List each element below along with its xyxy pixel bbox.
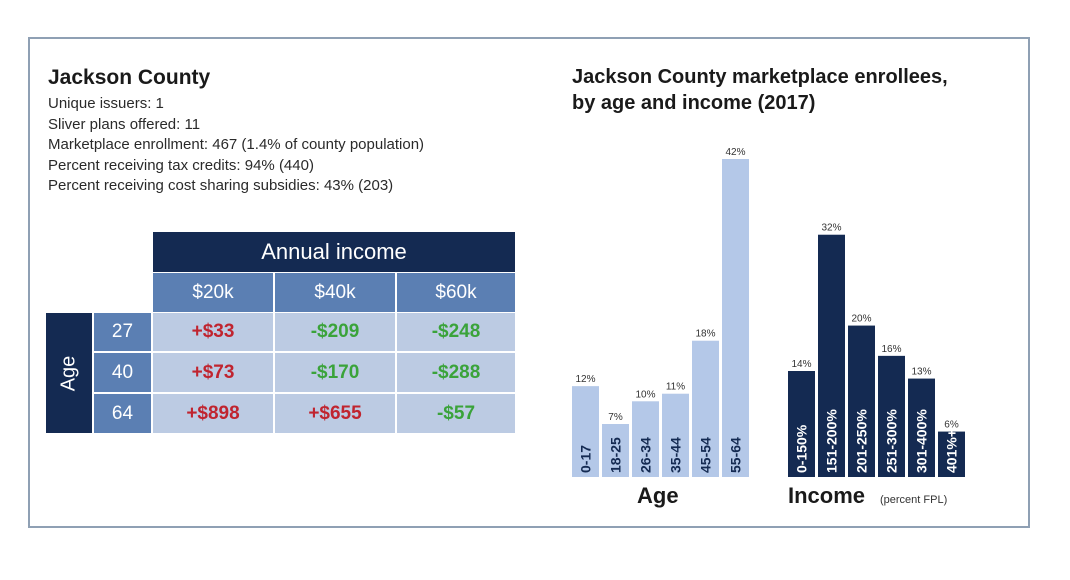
age-bar-18-25	[602, 424, 629, 477]
age-bar-value-label: 42%	[725, 147, 745, 158]
income-bar-value-label: 20%	[851, 314, 871, 325]
stat-cost-sharing: Percent receiving cost sharing subsidies…	[48, 177, 394, 194]
age-category-label: 18-25	[608, 437, 624, 473]
age-category-label: 0-17	[578, 445, 594, 473]
age-bar-35-44	[662, 393, 689, 477]
income-category-label: 401%+	[944, 429, 960, 473]
table-cell-40-20k: +$73	[153, 353, 273, 392]
income-axis-subtitle: (percent FPL)	[880, 494, 947, 506]
income-bar-401%+	[938, 431, 965, 477]
age-bar-55-64	[722, 159, 749, 477]
income-bar-value-label: 6%	[944, 420, 959, 431]
income-bar-301-400%	[908, 378, 935, 477]
income-category-label: 251-300%	[884, 409, 900, 473]
table-cell-64-60k: -$57	[397, 394, 515, 433]
table-cell-64-40k: +$655	[275, 394, 395, 433]
stat-unique-issuers: Unique issuers: 1	[48, 95, 164, 112]
table-cell-40-40k: -$170	[275, 353, 395, 392]
age-side-header: Age	[46, 313, 92, 433]
stat-plans-offered: Sliver plans offered: 11	[48, 115, 201, 133]
chart-title-line-1: Jackson County marketplace enrollees,	[572, 66, 948, 88]
income-bar-value-label: 14%	[791, 359, 811, 370]
age-row-64: 64	[94, 394, 151, 433]
age-bar-value-label: 18%	[695, 329, 715, 340]
age-row-40: 40	[94, 353, 151, 392]
income-bar-201-250%	[848, 325, 875, 477]
age-category-label: 55-64	[728, 437, 744, 473]
age-bar-value-label: 12%	[575, 374, 595, 385]
age-bar-26-34	[632, 401, 659, 477]
table-cell-27-40k: -$209	[275, 313, 395, 351]
age-axis-title: Age	[637, 483, 679, 508]
table-cell-27-20k: +$33	[153, 313, 273, 351]
chart-title: Jackson County marketplace enrollees, by…	[572, 64, 948, 116]
income-axis-title: Income	[788, 483, 865, 508]
chart-title-line-2: by age and income (2017)	[572, 92, 816, 114]
income-bar-value-label: 32%	[821, 223, 841, 234]
table-cell-27-60k: -$248	[397, 313, 515, 351]
age-bar-value-label: 11%	[666, 382, 685, 393]
stat-enrollment: Marketplace enrollment: 467 (1.4% of cou…	[48, 136, 425, 153]
county-stats: Unique issuers: 1 Sliver plans offered: …	[48, 94, 424, 197]
income-category-label: 201-250%	[854, 409, 870, 473]
stat-tax-credits: Percent receiving tax credits: 94% (440)	[48, 156, 314, 174]
income-header-20k: $20k	[153, 273, 273, 312]
age-bar-0-17	[572, 386, 599, 477]
income-bar-value-label: 16%	[881, 344, 901, 355]
age-bar-45-54	[692, 340, 719, 477]
age-bar-value-label: 7%	[608, 412, 623, 423]
table-cell-40-60k: -$288	[397, 353, 515, 392]
age-category-label: 35-44	[668, 437, 684, 473]
annual-income-header: Annual income	[153, 232, 515, 272]
income-category-label: 301-400%	[914, 409, 930, 473]
income-category-label: 0-150%	[794, 424, 810, 473]
age-category-label: 26-34	[638, 437, 654, 473]
county-title: Jackson County	[48, 66, 211, 89]
age-bar-value-label: 10%	[635, 389, 655, 400]
income-bar-value-label: 13%	[911, 367, 931, 378]
income-category-label: 151-200%	[824, 409, 840, 473]
income-bar-151-200%	[818, 234, 845, 477]
income-header-40k: $40k	[275, 273, 395, 312]
income-bar-251-300%	[878, 355, 905, 477]
age-row-27: 27	[94, 313, 151, 351]
income-header-60k: $60k	[397, 273, 515, 312]
table-cell-64-20k: +$898	[153, 394, 273, 433]
age-category-label: 45-54	[698, 437, 714, 473]
income-bar-0-150%	[788, 371, 815, 477]
